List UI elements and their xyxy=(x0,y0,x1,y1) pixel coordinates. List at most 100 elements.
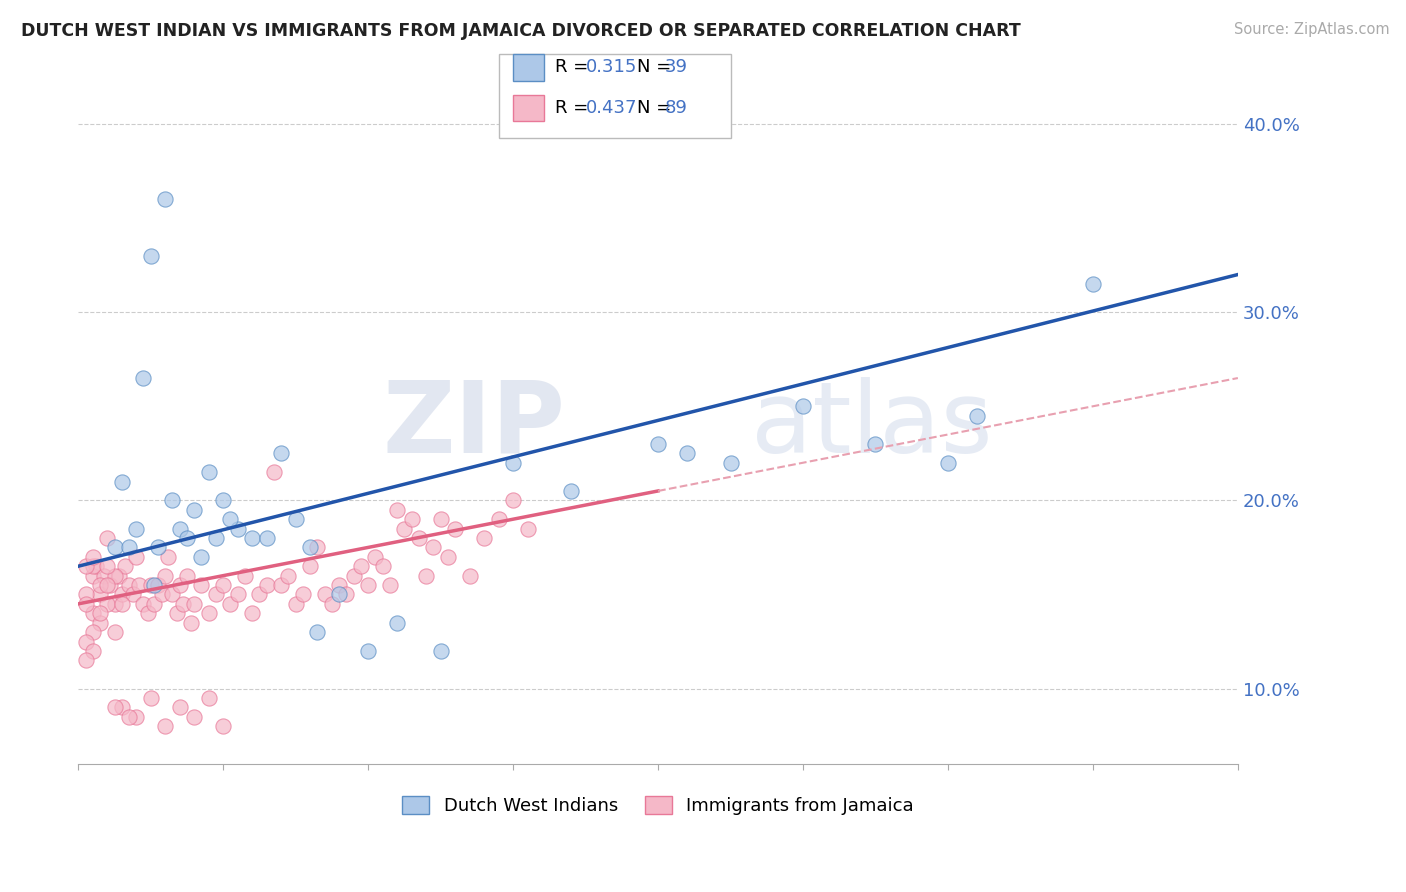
Point xyxy=(270,578,292,592)
Point xyxy=(321,597,343,611)
Point xyxy=(270,446,292,460)
Point xyxy=(98,578,121,592)
Text: Source: ZipAtlas.com: Source: ZipAtlas.com xyxy=(1233,22,1389,37)
Point xyxy=(75,559,97,574)
Point xyxy=(256,578,278,592)
Point xyxy=(162,493,184,508)
Point xyxy=(429,644,451,658)
Point xyxy=(157,549,180,564)
Text: R =: R = xyxy=(555,58,595,76)
Point xyxy=(936,456,959,470)
Point xyxy=(422,541,444,555)
Point xyxy=(118,541,141,555)
Point xyxy=(394,522,416,536)
Point xyxy=(103,568,125,582)
Point xyxy=(256,531,278,545)
Point xyxy=(205,587,228,601)
Point xyxy=(176,531,198,545)
Point xyxy=(415,568,437,582)
Point xyxy=(89,607,111,621)
Point xyxy=(139,578,162,592)
Point xyxy=(111,597,134,611)
Point xyxy=(190,549,212,564)
Text: 39: 39 xyxy=(665,58,688,76)
Point xyxy=(75,653,97,667)
Point xyxy=(299,559,322,574)
Point xyxy=(103,597,125,611)
Text: N =: N = xyxy=(637,58,676,76)
Point xyxy=(647,437,669,451)
Point xyxy=(408,531,430,545)
Point xyxy=(122,587,145,601)
Point xyxy=(444,522,467,536)
Point xyxy=(263,465,285,479)
Point xyxy=(364,549,387,564)
Text: N =: N = xyxy=(637,99,676,117)
Point xyxy=(118,710,141,724)
Point xyxy=(277,568,299,582)
Point xyxy=(458,568,481,582)
Point xyxy=(75,634,97,648)
Point xyxy=(502,493,524,508)
Point xyxy=(118,578,141,592)
Point xyxy=(314,587,336,601)
Point xyxy=(155,719,177,733)
Point xyxy=(357,578,380,592)
Point xyxy=(371,559,394,574)
Point xyxy=(169,700,191,714)
Point xyxy=(1081,277,1104,291)
Point xyxy=(401,512,423,526)
Point xyxy=(307,625,329,640)
Point xyxy=(437,549,460,564)
Point xyxy=(111,587,134,601)
Point xyxy=(197,465,219,479)
Point xyxy=(328,587,350,601)
Point xyxy=(150,587,173,601)
Point xyxy=(108,568,131,582)
Point xyxy=(226,522,249,536)
Point xyxy=(132,371,155,385)
Point xyxy=(240,607,263,621)
Point xyxy=(96,531,118,545)
Point xyxy=(226,587,249,601)
Point xyxy=(240,531,263,545)
Point xyxy=(792,399,814,413)
Point xyxy=(385,502,408,516)
Point xyxy=(233,568,256,582)
Point xyxy=(84,559,107,574)
Point xyxy=(103,700,125,714)
Point xyxy=(299,541,322,555)
Point xyxy=(205,531,228,545)
Point xyxy=(142,578,165,592)
Point xyxy=(162,587,184,601)
Point xyxy=(169,578,191,592)
Text: 0.315: 0.315 xyxy=(586,58,638,76)
Point xyxy=(89,587,111,601)
Point xyxy=(82,607,104,621)
Point xyxy=(139,690,162,705)
Point xyxy=(75,597,97,611)
Point xyxy=(385,615,408,630)
Point xyxy=(249,587,271,601)
Point xyxy=(132,597,155,611)
Point xyxy=(103,541,125,555)
Point xyxy=(125,522,148,536)
Point xyxy=(212,578,235,592)
Point xyxy=(284,512,307,526)
Point xyxy=(291,587,314,601)
Point xyxy=(96,559,118,574)
Point xyxy=(197,607,219,621)
Point xyxy=(212,493,235,508)
Point xyxy=(139,249,162,263)
Point xyxy=(111,475,134,489)
Point xyxy=(146,578,169,592)
Point xyxy=(172,597,194,611)
Point xyxy=(136,607,159,621)
Point xyxy=(128,578,150,592)
Point xyxy=(183,710,205,724)
Point xyxy=(865,437,887,451)
Point xyxy=(183,597,205,611)
Point xyxy=(180,615,202,630)
Point xyxy=(125,710,148,724)
Point xyxy=(328,578,350,592)
